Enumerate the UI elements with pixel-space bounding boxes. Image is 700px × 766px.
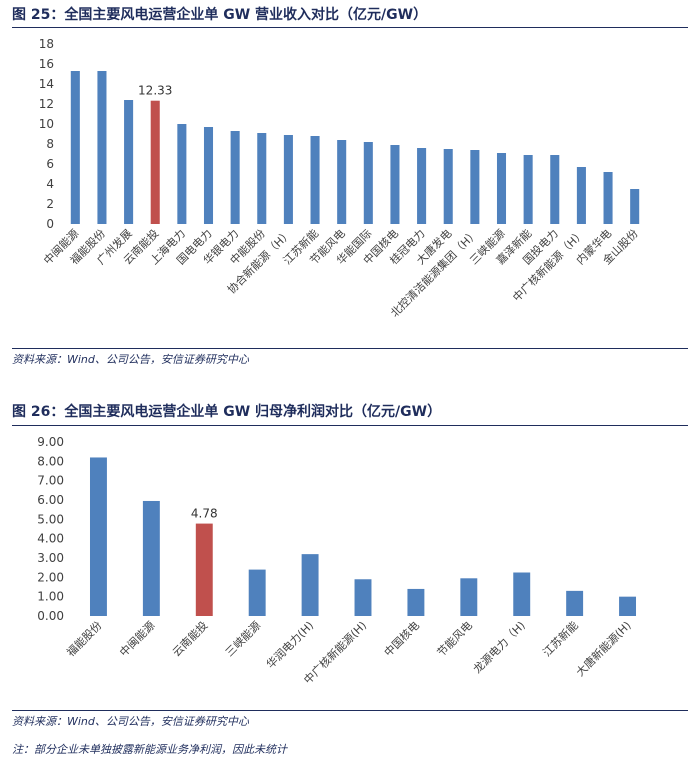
chart1-y-tick-label: 12 [39, 97, 54, 111]
figure-25-chart: 024681012141618中闽能源福能股份广州发展云南能投上海电力国电电力华… [39, 37, 641, 320]
chart1-bar [630, 189, 640, 224]
chart1-y-tick-label: 8 [46, 137, 54, 151]
chart2-y-tick-label: 0.00 [37, 609, 64, 623]
chart2-bar [301, 554, 319, 616]
chart1-bar [363, 142, 373, 224]
chart1-bar [177, 124, 187, 224]
chart1-data-label: 12.33 [138, 84, 172, 98]
chart1-y-tick-label: 0 [46, 217, 54, 231]
chart2-bar [89, 457, 107, 616]
chart2-category-label: 江苏新能 [540, 618, 581, 659]
chart1-bar [310, 136, 320, 224]
chart2-category-label: 中闽能源 [116, 618, 157, 659]
chart1-bar [70, 71, 80, 224]
chart1-y-tick-label: 18 [39, 37, 54, 51]
chart2-category-label: 华润电力(H) [263, 618, 316, 671]
chart2-y-tick-label: 8.00 [37, 454, 64, 468]
chart1-y-tick-label: 10 [39, 117, 54, 131]
chart1-bar [230, 131, 240, 224]
chart2-category-label: 三峡能源 [222, 618, 263, 659]
chart2-y-tick-label: 4.00 [37, 532, 64, 546]
figure-26-note: 注：部分企业未单独披露新能源业务净利润，因此未统计 [12, 743, 287, 756]
chart1-bar [417, 148, 427, 224]
chart1-bar [550, 155, 560, 224]
chart2-y-tick-label: 1.00 [37, 590, 64, 604]
chart1-y-tick-label: 4 [46, 177, 54, 191]
chart2-category-label: 福能股份 [64, 618, 105, 659]
chart2-y-tick-label: 3.00 [37, 551, 64, 565]
chart2-bar [354, 579, 372, 616]
chart2-bar [407, 588, 425, 616]
chart2-y-tick-label: 9.00 [37, 435, 64, 449]
figure-26-title-rule [12, 425, 688, 426]
chart2-category-label: 节能风电 [434, 618, 475, 659]
figure-26-source: 资料来源：Wind、公司公告，安信证券研究中心 [12, 715, 249, 728]
chart1-bar [203, 127, 214, 224]
figure-26-source-rule [12, 710, 688, 711]
chart1-bar [97, 71, 107, 224]
chart1-bar [523, 155, 533, 224]
chart1-bar [576, 167, 586, 224]
chart1-bar [337, 140, 347, 224]
chart1-bar [496, 153, 507, 224]
chart2-bar [142, 500, 160, 616]
chart1-y-tick-label: 6 [46, 157, 54, 171]
figure-25-title: 图 25：全国主要风电运营企业单 GW 营业收入对比（亿元/GW） [12, 7, 428, 23]
chart1-bar [283, 135, 293, 224]
figure-26-chart: 0.00 1.00 2.00 3.00 4.00 5.00 6.00 7.00 8.00 9.00… [37, 435, 637, 687]
chart1-bar [150, 100, 160, 224]
chart2-bar [513, 572, 531, 616]
chart2-y-tick-label: 7.00 [37, 474, 64, 488]
chart2-category-label: 中国核电 [381, 618, 422, 659]
figure-25-source: 资料来源：Wind、公司公告，安信证券研究中心 [12, 353, 249, 366]
chart2-bar [195, 523, 213, 616]
figure-25-source-rule [12, 348, 688, 349]
chart2-bar [619, 596, 637, 616]
chart1-bar [470, 150, 480, 224]
figure-26-title: 图 26：全国主要风电运营企业单 GW 归母净利润对比（亿元/GW） [12, 404, 442, 420]
chart1-y-tick-label: 16 [39, 57, 54, 71]
chart1-y-tick-label: 2 [46, 197, 54, 211]
chart1-bar [124, 100, 134, 224]
chart2-bar [460, 578, 478, 616]
chart2-category-label: 大唐新能源(H) [573, 618, 634, 679]
chart2-bar [566, 590, 584, 616]
chart2-data-label: 4.78 [191, 507, 218, 521]
chart1-bar [257, 133, 267, 224]
chart2-y-tick-label: 5.00 [37, 512, 64, 526]
chart2-bar [248, 569, 266, 616]
chart1-bar [390, 145, 400, 224]
chart1-bar [443, 149, 453, 224]
chart2-y-tick-label: 6.00 [37, 493, 64, 507]
figure-25-title-rule [12, 27, 688, 28]
chart1-bar [603, 172, 613, 224]
chart1-y-tick-label: 14 [39, 77, 54, 91]
chart2-y-tick-label: 2.00 [37, 570, 64, 584]
chart2-category-label: 龙源电力（H) [470, 618, 528, 676]
chart2-category-label: 云南能投 [169, 618, 210, 659]
